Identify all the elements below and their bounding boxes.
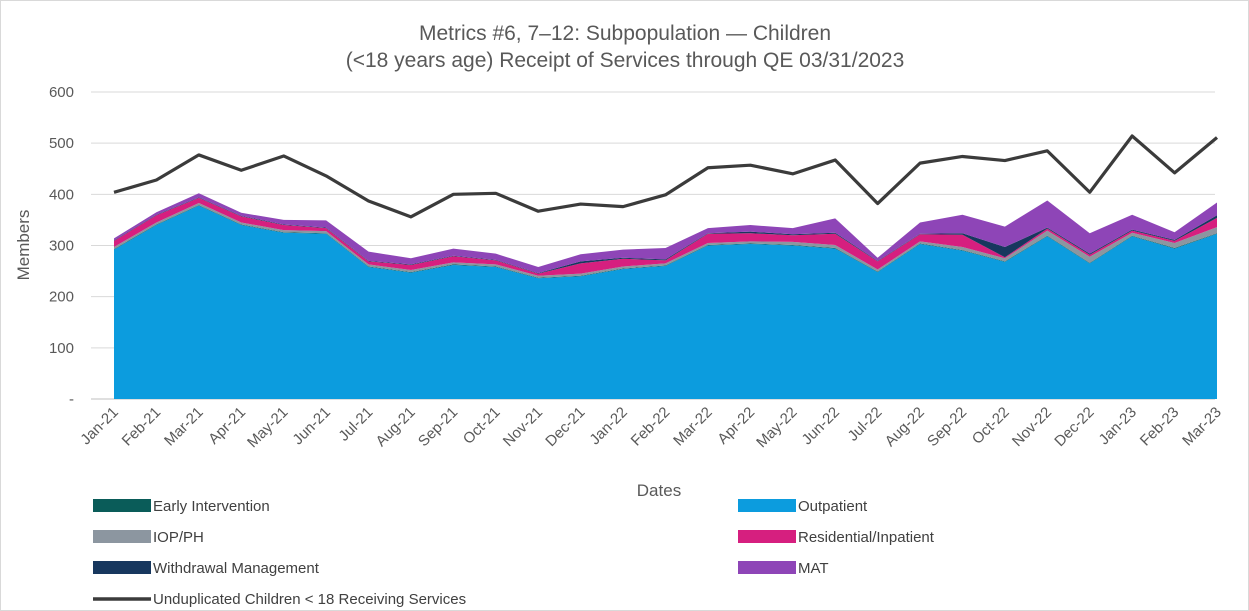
x-tick-label-dec-22: Dec-22: [1051, 404, 1097, 450]
x-tick-label-sep-21: Sep-21: [415, 404, 461, 450]
legend-swatch-residential-inpatient: [738, 530, 796, 543]
legend-item-unduplicated-children-18-receiving-services: Unduplicated Children < 18 Receiving Ser…: [93, 591, 466, 608]
x-tick-label-aug-22: Aug-22: [882, 404, 928, 450]
legend-item-residential-inpatient: Residential/Inpatient: [738, 529, 935, 546]
legend-swatch-withdrawal-management: [93, 561, 151, 574]
x-tick-label-jul-22: Jul-22: [845, 404, 886, 445]
legend-label-iop-ph: IOP/PH: [153, 529, 204, 546]
legend: Early Intervention Outpatient IOP/PH Reside…: [93, 498, 935, 608]
stacked-areas: [114, 193, 1217, 399]
x-tick-label-may-21: May-21: [244, 404, 291, 451]
legend-swatch-early-intervention: [93, 499, 151, 512]
x-tick-label-feb-23: Feb-23: [1137, 404, 1183, 450]
y-tick-label-0: -: [69, 391, 74, 408]
y-tick-label-500: 500: [49, 135, 74, 152]
x-tick-label-nov-22: Nov-22: [1009, 404, 1055, 450]
y-tick-label-300: 300: [49, 238, 74, 255]
chart-title-line-1: Metrics #6, 7–12: Subpopulation — Childr…: [419, 22, 831, 45]
x-tick-label-oct-21: Oct-21: [460, 404, 504, 448]
x-tick-label-jan-21: Jan-21: [77, 404, 121, 448]
x-tick-label-apr-21: Apr-21: [205, 404, 249, 448]
x-tick-label-jun-21: Jun-21: [289, 404, 333, 448]
y-tick-label-200: 200: [49, 289, 74, 306]
legend-item-mat: MAT: [738, 560, 829, 577]
x-tick-label-feb-22: Feb-22: [628, 404, 674, 450]
legend-swatch-iop-ph: [93, 530, 151, 543]
x-tick-label-feb-21: Feb-21: [119, 404, 165, 450]
x-axis-title: Dates: [637, 481, 681, 500]
y-tick-label-100: 100: [49, 340, 74, 357]
x-tick-label-jan-23: Jan-23: [1096, 404, 1140, 448]
x-tick-label-nov-21: Nov-21: [500, 404, 546, 450]
line-unduplicated-children-18-receiving-services: [113, 134, 1219, 219]
x-tick-label-mar-23: Mar-23: [1179, 404, 1225, 450]
legend-label-early-intervention: Early Intervention: [153, 498, 270, 515]
legend-item-early-intervention: Early Intervention: [93, 498, 270, 515]
x-tick-label-jul-21: Jul-21: [335, 404, 376, 445]
y-tick-label-600: 600: [49, 84, 74, 101]
y-tick-label-400: 400: [49, 186, 74, 203]
area-mat: [114, 193, 1217, 274]
legend-item-withdrawal-management: Withdrawal Management: [93, 560, 320, 577]
total-line: [113, 134, 1219, 219]
legend-swatch-outpatient: [738, 499, 796, 512]
y-axis-ticks: - 100 200 300 400 500 600: [49, 84, 74, 408]
chart-title: Metrics #6, 7–12: Subpopulation — Childr…: [346, 22, 905, 72]
x-tick-label-jun-22: Jun-22: [799, 404, 843, 448]
x-tick-label-sep-22: Sep-22: [924, 404, 970, 450]
x-tick-label-apr-22: Apr-22: [714, 404, 758, 448]
legend-label-outpatient: Outpatient: [798, 498, 868, 515]
chart-title-line-2: (<18 years age) Receipt of Services thro…: [346, 49, 905, 72]
x-tick-label-may-22: May-22: [753, 404, 800, 451]
x-tick-label-dec-21: Dec-21: [542, 404, 588, 450]
legend-label-unduplicated-children-18-receiving-services: Unduplicated Children < 18 Receiving Ser…: [153, 591, 466, 608]
area-residential-inpatient: [114, 197, 1217, 276]
x-tick-label-jan-22: Jan-22: [586, 404, 630, 448]
x-tick-label-aug-21: Aug-21: [373, 404, 419, 450]
legend-label-mat: MAT: [798, 560, 829, 577]
area-outpatient: [114, 205, 1217, 399]
legend-swatch-mat: [738, 561, 796, 574]
legend-label-residential-inpatient: Residential/Inpatient: [798, 529, 935, 546]
legend-item-iop-ph: IOP/PH: [93, 529, 204, 546]
x-tick-label-oct-22: Oct-22: [969, 404, 1013, 448]
legend-label-withdrawal-management: Withdrawal Management: [153, 560, 320, 577]
legend-item-outpatient: Outpatient: [738, 498, 868, 515]
y-axis-title: Members: [14, 210, 33, 281]
x-tick-label-mar-21: Mar-21: [161, 404, 207, 450]
x-tick-label-mar-22: Mar-22: [670, 404, 716, 450]
